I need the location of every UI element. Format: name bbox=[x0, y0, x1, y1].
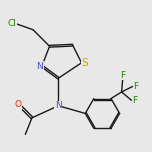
Text: S: S bbox=[81, 58, 88, 68]
Text: N: N bbox=[36, 62, 43, 71]
Text: N: N bbox=[55, 101, 62, 110]
Text: F: F bbox=[120, 71, 125, 80]
Text: O: O bbox=[14, 100, 21, 109]
Text: F: F bbox=[132, 96, 137, 105]
Text: Cl: Cl bbox=[8, 19, 17, 28]
Text: F: F bbox=[133, 82, 138, 91]
